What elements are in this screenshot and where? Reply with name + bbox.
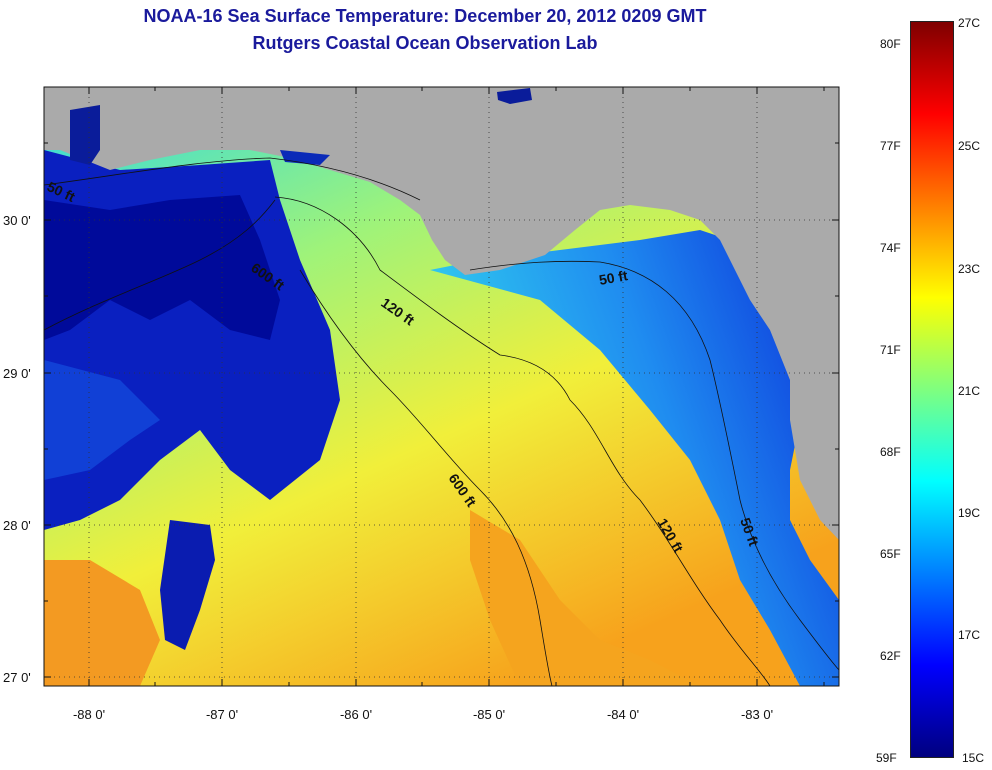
contour-600ft xyxy=(43,199,553,687)
colorbar-c-label: 17C xyxy=(958,628,981,642)
lon-label: -83 0' xyxy=(741,707,773,722)
west-cold-core xyxy=(44,195,280,340)
colorbar-f-label: 65F xyxy=(880,547,901,561)
map-title: NOAA-16 Sea Surface Temperature: Decembe… xyxy=(143,6,707,26)
colorbar-f-label: 62F xyxy=(880,649,901,663)
warm-water-sw xyxy=(44,560,160,686)
map-frame xyxy=(43,86,840,687)
east-shelf-cool-water xyxy=(430,230,839,686)
lake-water xyxy=(497,88,532,104)
colorbar-f-label: 71F xyxy=(880,343,901,357)
colorbar-c-label: 23C xyxy=(958,262,981,276)
colorbar-c-label: 25C xyxy=(958,139,981,153)
colorbar-f-label: 68F xyxy=(880,445,901,459)
colorbar-f-label: 59F xyxy=(876,751,897,765)
cold-filament xyxy=(160,520,215,650)
cold-filament-2 xyxy=(44,360,160,480)
lat-label: 27 0' xyxy=(3,670,31,685)
warm-water-region xyxy=(470,510,700,686)
lon-label: -87 0' xyxy=(206,707,238,722)
lon-label: -84 0' xyxy=(607,707,639,722)
lon-label: -85 0' xyxy=(473,707,505,722)
colorbar-f-label: 74F xyxy=(880,241,901,255)
colorbar-c-label: 27C xyxy=(958,16,981,30)
tick-marks xyxy=(44,87,839,686)
colorbar-f-label: 77F xyxy=(880,139,901,153)
contour-120ft xyxy=(274,196,771,687)
contour-label: 50 ft xyxy=(598,267,629,288)
lat-label: 30 0' xyxy=(3,213,31,228)
contour-50ft-west xyxy=(43,157,421,201)
contour-50ft-east xyxy=(469,260,840,671)
lat-label: 29 0' xyxy=(3,366,31,381)
land-mass xyxy=(44,87,839,540)
lon-label: -88 0' xyxy=(73,707,105,722)
colorbar-f-label: 80F xyxy=(880,37,901,51)
colorbar-c-label: 19C xyxy=(958,506,981,520)
lat-label: 28 0' xyxy=(3,518,31,533)
lon-label: -86 0' xyxy=(340,707,372,722)
colorbar-c-label: 15C xyxy=(962,751,985,765)
map-subtitle: Rutgers Coastal Ocean Observation Lab xyxy=(252,33,598,53)
bay-water xyxy=(70,105,100,165)
colorbar-c-label: 21C xyxy=(958,384,981,398)
temperature-colorbar xyxy=(910,21,954,758)
depth-contours xyxy=(43,157,840,687)
